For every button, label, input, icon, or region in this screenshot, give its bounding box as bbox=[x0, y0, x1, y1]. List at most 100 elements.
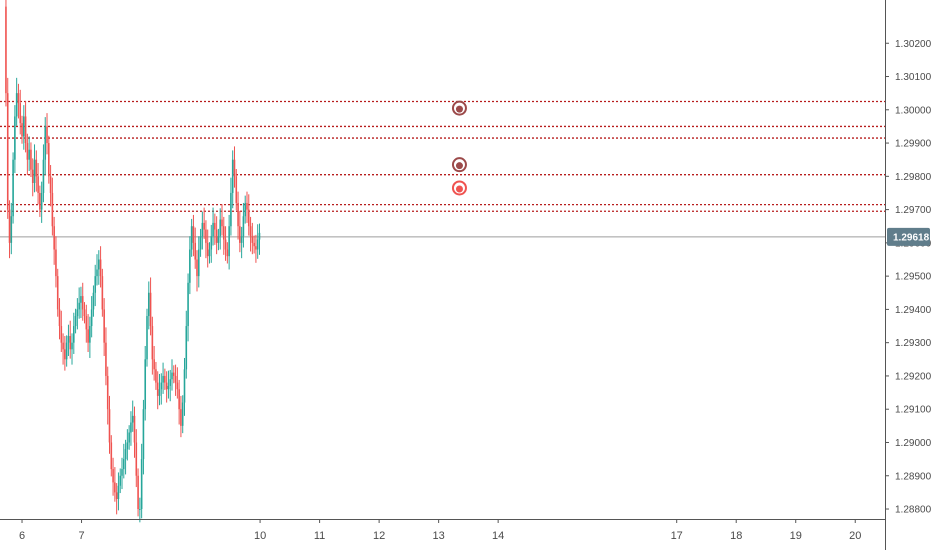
candle-body bbox=[19, 103, 22, 124]
candle-body bbox=[42, 159, 45, 193]
candle-body bbox=[48, 143, 50, 177]
candle-body bbox=[128, 432, 130, 443]
candle-body bbox=[139, 509, 141, 511]
candle-body bbox=[6, 93, 9, 210]
candle-body bbox=[69, 336, 72, 350]
time-tick-label: 18 bbox=[730, 530, 742, 542]
candle-body bbox=[14, 116, 16, 160]
candle-body bbox=[89, 326, 91, 343]
candle-body bbox=[8, 209, 11, 243]
candle-body bbox=[180, 409, 182, 426]
candle-body bbox=[233, 159, 236, 177]
candle-body bbox=[192, 226, 195, 243]
time-tick-label: 11 bbox=[314, 530, 325, 542]
candle-body bbox=[78, 302, 80, 310]
candle-body bbox=[117, 485, 120, 500]
candle-body bbox=[33, 159, 36, 183]
candle-body bbox=[137, 475, 139, 510]
candle-body bbox=[122, 459, 125, 470]
candle-body bbox=[71, 342, 73, 350]
candle-body bbox=[101, 276, 104, 310]
price-tick-label: 1.28800 bbox=[895, 505, 932, 516]
candle-body bbox=[215, 229, 218, 243]
candle-body bbox=[140, 459, 143, 510]
candle-body bbox=[158, 389, 161, 396]
current-price-tag: 1.29618 bbox=[887, 227, 930, 246]
current-price-value: 1.29618 bbox=[893, 232, 930, 243]
candle-body bbox=[187, 282, 189, 327]
candle-body bbox=[103, 309, 105, 343]
candle-body bbox=[231, 159, 234, 193]
candle-body bbox=[76, 309, 79, 317]
candle-body bbox=[171, 372, 173, 380]
time-tick-label: 14 bbox=[492, 530, 504, 542]
candle-body bbox=[144, 359, 147, 410]
candle-body bbox=[240, 236, 243, 243]
candle-body bbox=[112, 469, 114, 483]
candle-body bbox=[131, 415, 134, 423]
price-tick-label: 1.30200 bbox=[895, 39, 932, 50]
price-tick-label: 1.29700 bbox=[895, 205, 932, 216]
candle-body bbox=[31, 169, 34, 183]
candle-body bbox=[153, 359, 155, 370]
candle-body bbox=[21, 123, 23, 137]
candle-body bbox=[151, 326, 154, 360]
candle-body bbox=[30, 149, 32, 170]
candle-body bbox=[228, 226, 230, 257]
candle-body bbox=[110, 442, 113, 470]
price-tick-label: 1.29900 bbox=[895, 139, 932, 150]
candle-body bbox=[44, 126, 47, 160]
candle-body bbox=[85, 316, 88, 330]
candles bbox=[5, 0, 261, 523]
candle-body bbox=[67, 336, 70, 343]
candle-body bbox=[121, 469, 123, 476]
price-tick-label: 1.30100 bbox=[895, 72, 932, 83]
price-tick-label: 1.29300 bbox=[895, 338, 932, 349]
candle-body bbox=[256, 239, 259, 250]
candle-body bbox=[194, 242, 197, 260]
candle-body bbox=[221, 219, 223, 227]
candle-body bbox=[214, 222, 216, 230]
time-tick-label: 13 bbox=[433, 530, 445, 542]
candle-body bbox=[176, 382, 179, 390]
candle-body bbox=[99, 259, 102, 277]
candle-body bbox=[210, 236, 213, 250]
candle-body bbox=[258, 232, 261, 240]
candle-body bbox=[81, 296, 84, 310]
alert-markers bbox=[451, 100, 467, 196]
candle-body bbox=[5, 6, 7, 94]
candle-body bbox=[205, 229, 207, 243]
candle-body bbox=[96, 269, 98, 277]
candle-body bbox=[142, 409, 145, 460]
price-tick-label: 1.29200 bbox=[895, 371, 932, 382]
candle-body bbox=[15, 93, 18, 117]
candle-body bbox=[172, 372, 175, 376]
candle-body bbox=[126, 442, 129, 450]
candle-body bbox=[169, 379, 172, 386]
candle-body bbox=[155, 369, 157, 383]
candle-body bbox=[167, 385, 170, 390]
candle-body bbox=[60, 326, 63, 343]
candle-body bbox=[49, 176, 52, 193]
candle-body bbox=[106, 375, 109, 410]
current-price-tag-background bbox=[887, 227, 930, 246]
candle-body bbox=[206, 242, 209, 257]
candle-body bbox=[174, 375, 177, 383]
candle-body bbox=[212, 222, 214, 237]
candle-body bbox=[165, 382, 168, 390]
candle-body bbox=[224, 239, 227, 250]
candle-body bbox=[83, 309, 86, 317]
candle-body bbox=[74, 316, 77, 327]
candle-body bbox=[28, 149, 30, 160]
candle-body bbox=[35, 159, 38, 177]
candle-body bbox=[149, 292, 152, 327]
time-tick-label: 17 bbox=[671, 530, 683, 542]
time-tick-label: 19 bbox=[790, 530, 802, 542]
candle-body bbox=[242, 216, 245, 237]
candle-body bbox=[255, 246, 257, 250]
candle-body bbox=[230, 192, 232, 227]
candle-body bbox=[185, 326, 188, 370]
candle-body bbox=[56, 276, 59, 310]
candle-body bbox=[160, 382, 163, 390]
time-tick-label: 20 bbox=[849, 530, 861, 542]
